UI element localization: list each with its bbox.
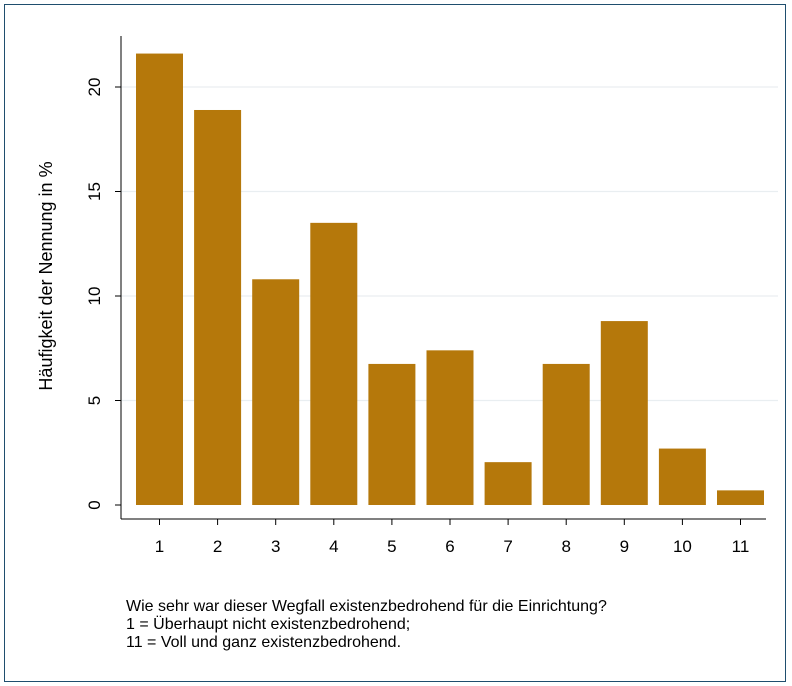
note-line-scale-high: 11 = Voll und ganz existenzbedrohend.: [126, 634, 402, 651]
x-tick-label-4: 4: [329, 537, 338, 556]
x-tick-label-5: 5: [387, 537, 396, 556]
x-tick-label-2: 2: [213, 537, 222, 556]
x-tick-label-11: 11: [732, 537, 750, 556]
y-tick-label-5: 5: [85, 396, 104, 405]
x-tick-label-1: 1: [155, 537, 164, 556]
bar-8: [542, 363, 590, 505]
bar-2: [194, 109, 242, 506]
chart-note: Wie sehr war dieser Wegfall existenzbedr…: [126, 598, 607, 652]
note-line-scale-low: 1 = Überhaupt nicht existenzbedrohend;: [126, 616, 411, 633]
note-line-question: Wie sehr war dieser Wegfall existenzbedr…: [126, 598, 607, 615]
x-tick-label-3: 3: [271, 537, 280, 556]
bar-5: [368, 363, 416, 505]
bar-6: [426, 350, 474, 505]
y-axis-label: Häufigkeit der Nennung in %: [36, 161, 56, 390]
y-tick-label-15: 15: [85, 182, 104, 201]
bar-4: [310, 222, 358, 505]
x-tick-label-7: 7: [503, 537, 512, 556]
x-tick-label-9: 9: [620, 537, 629, 556]
bar-9: [600, 321, 648, 505]
x-tick-label-8: 8: [561, 537, 570, 556]
figure-frame: [4, 4, 786, 682]
axes: 0 5 10 15 20 1 2 3 4 5 6 7 8 9 10 11: [85, 36, 766, 556]
bar-10: [658, 448, 706, 505]
bar-7: [484, 462, 532, 505]
x-tick-label-10: 10: [673, 537, 692, 556]
bar-11: [717, 490, 764, 505]
bars: [136, 53, 764, 506]
y-tick-label-20: 20: [85, 78, 104, 97]
y-tick-label-0: 0: [85, 500, 104, 509]
bar-3: [252, 279, 300, 505]
x-tick-label-6: 6: [445, 537, 454, 556]
y-tick-label-10: 10: [85, 287, 104, 306]
bar-1: [136, 53, 183, 506]
